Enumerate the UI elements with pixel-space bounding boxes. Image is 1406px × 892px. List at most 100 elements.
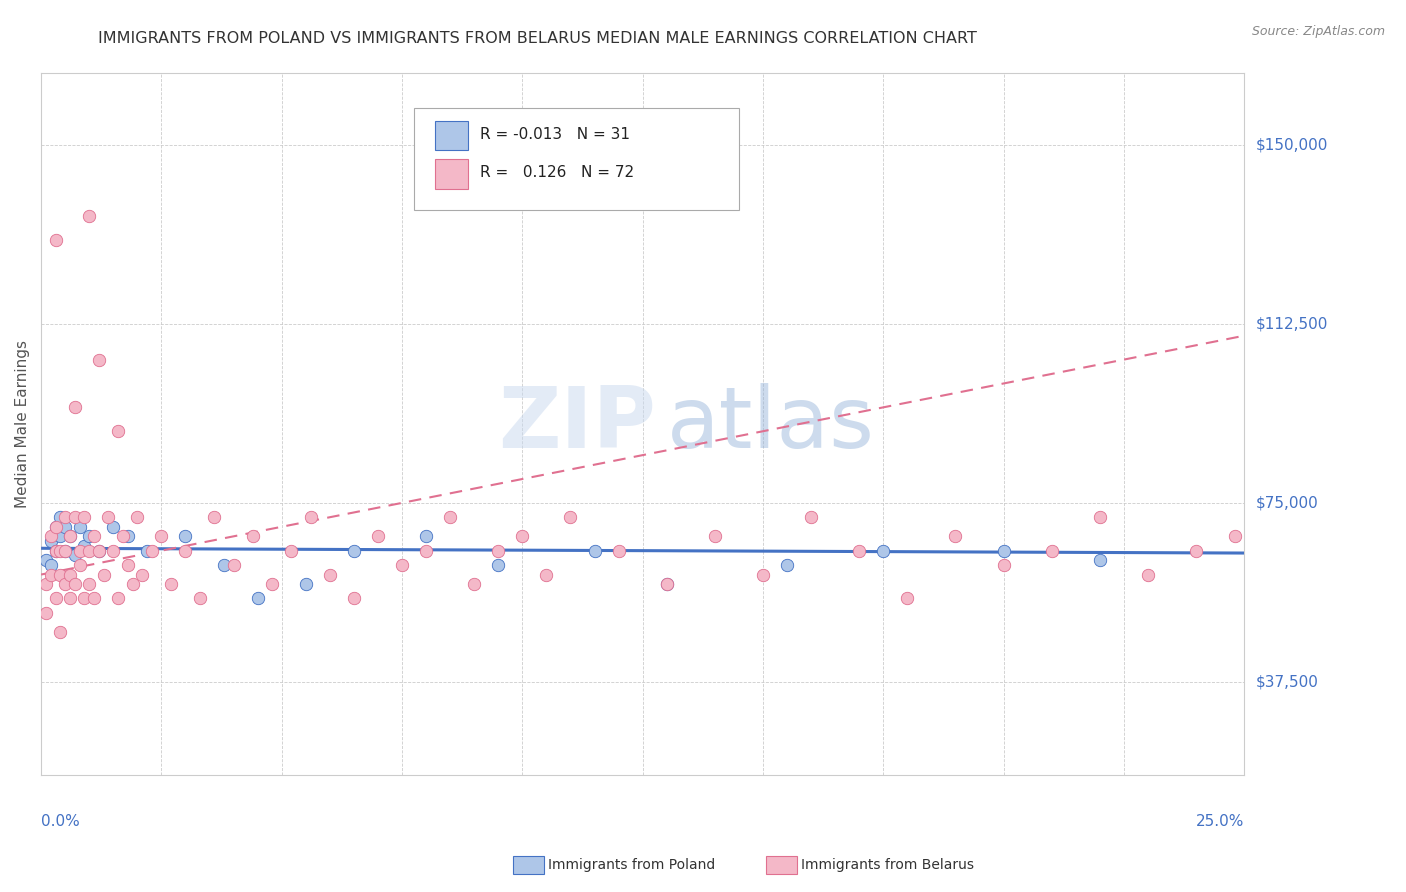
Text: atlas: atlas (666, 383, 875, 466)
Point (1088, 510, 1111, 524)
Point (83, 529, 105, 543)
Point (49, 567, 72, 582)
Point (87, 543, 110, 558)
Point (107, 424, 129, 438)
Point (486, 543, 509, 558)
Point (63, 577, 86, 591)
Point (39, 558, 62, 572)
Point (63, 401, 86, 415)
Text: ZIP: ZIP (498, 383, 657, 466)
Point (45, 520, 67, 534)
Point (212, 558, 235, 572)
Point (439, 510, 461, 524)
Point (45, 233, 67, 247)
Text: R = -0.013   N = 31: R = -0.013 N = 31 (481, 127, 630, 142)
Point (262, 577, 284, 591)
Text: $37,500: $37,500 (1256, 674, 1319, 690)
Text: $150,000: $150,000 (1256, 137, 1327, 153)
Point (39, 567, 62, 582)
Point (280, 543, 302, 558)
Point (415, 529, 437, 543)
Point (49, 529, 72, 543)
Point (945, 529, 967, 543)
Point (607, 543, 630, 558)
Point (343, 591, 366, 606)
Point (188, 591, 211, 606)
Point (87, 543, 110, 558)
Point (69, 543, 91, 558)
Point (222, 558, 245, 572)
Point (59, 567, 82, 582)
Point (77, 209, 100, 223)
Point (103, 543, 125, 558)
Text: Immigrants from Belarus: Immigrants from Belarus (801, 858, 974, 872)
Point (63, 510, 86, 524)
Point (45, 520, 67, 534)
Point (45, 543, 67, 558)
Point (242, 529, 264, 543)
Point (752, 567, 775, 582)
Text: IMMIGRANTS FROM POLAND VS IMMIGRANTS FROM BELARUS MEDIAN MALE EARNINGS CORRELATI: IMMIGRANTS FROM POLAND VS IMMIGRANTS FRO… (98, 31, 977, 46)
Point (463, 577, 485, 591)
Point (93, 567, 115, 582)
Point (83, 591, 105, 606)
Point (136, 543, 159, 558)
Point (53, 520, 76, 534)
Point (49, 543, 72, 558)
Point (63, 549, 86, 563)
Point (1136, 567, 1159, 582)
Point (560, 510, 582, 524)
Point (73, 591, 96, 606)
Text: 0.0%: 0.0% (41, 814, 80, 829)
Point (77, 577, 100, 591)
Point (53, 510, 76, 524)
Point (536, 567, 558, 582)
Point (1223, 529, 1246, 543)
Point (174, 529, 197, 543)
Point (35, 553, 58, 567)
Point (776, 558, 799, 572)
Point (53, 577, 76, 591)
Point (655, 577, 678, 591)
Point (703, 529, 725, 543)
Point (246, 591, 269, 606)
Point (117, 558, 139, 572)
Point (993, 558, 1015, 572)
Text: 25.0%: 25.0% (1197, 814, 1244, 829)
Point (486, 558, 509, 572)
Point (174, 543, 197, 558)
Point (150, 529, 173, 543)
Point (391, 558, 413, 572)
Point (59, 591, 82, 606)
Point (141, 543, 163, 558)
Point (73, 510, 96, 524)
Point (35, 577, 58, 591)
Point (800, 510, 823, 524)
Point (53, 543, 76, 558)
Point (1040, 543, 1063, 558)
Point (872, 543, 894, 558)
Point (131, 567, 153, 582)
FancyBboxPatch shape (415, 108, 740, 210)
Text: $75,000: $75,000 (1256, 495, 1317, 510)
Point (655, 577, 678, 591)
Point (299, 510, 322, 524)
Point (53, 543, 76, 558)
Y-axis label: Median Male Earnings: Median Male Earnings (15, 340, 30, 508)
Point (49, 510, 72, 524)
Point (993, 543, 1015, 558)
FancyBboxPatch shape (434, 160, 468, 189)
Point (367, 529, 389, 543)
Point (77, 529, 100, 543)
Point (319, 567, 342, 582)
Text: Immigrants from Poland: Immigrants from Poland (548, 858, 716, 872)
Point (97, 510, 120, 524)
Point (512, 529, 534, 543)
Point (45, 543, 67, 558)
Point (69, 520, 91, 534)
Point (49, 624, 72, 639)
Point (59, 529, 82, 543)
Point (848, 543, 870, 558)
Point (107, 591, 129, 606)
Point (1185, 543, 1208, 558)
